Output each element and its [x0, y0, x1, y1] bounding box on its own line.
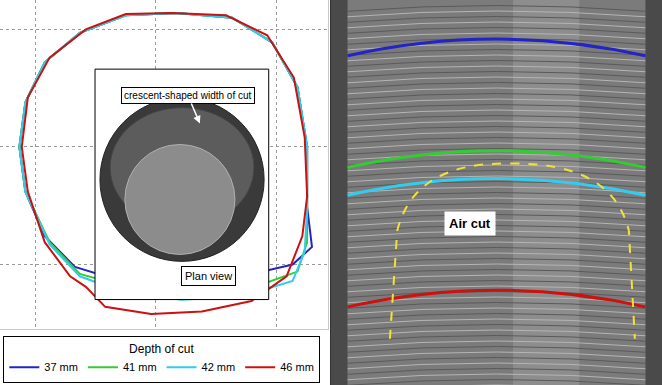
svg-text:46 mm: 46 mm — [280, 361, 314, 373]
svg-text:37 mm: 37 mm — [44, 361, 78, 373]
svg-text:42 mm: 42 mm — [202, 361, 236, 373]
svg-text:41 mm: 41 mm — [123, 361, 157, 373]
svg-text:crescent-shaped width of cut: crescent-shaped width of cut — [124, 90, 252, 101]
svg-text:Depth of cut: Depth of cut — [129, 342, 194, 356]
svg-text:Plan view: Plan view — [185, 270, 232, 282]
svg-text:Air cut: Air cut — [449, 216, 491, 231]
